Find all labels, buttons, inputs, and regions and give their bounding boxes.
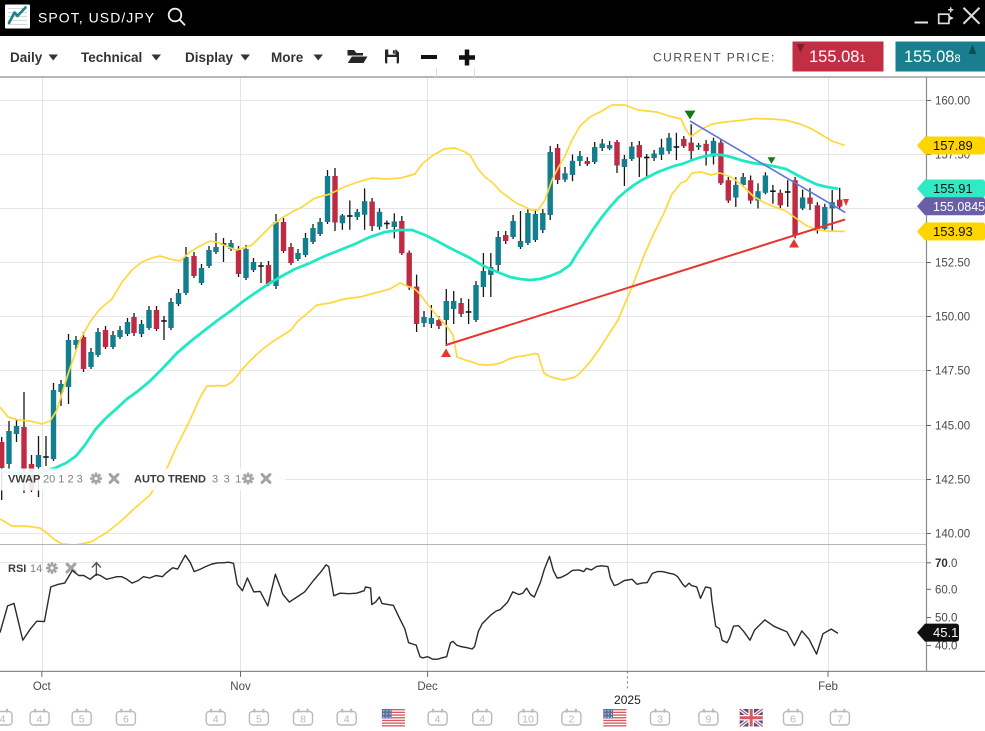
svg-text:SPOT, USD/JPY: SPOT, USD/JPY: [38, 10, 155, 26]
svg-text:14: 14: [30, 563, 42, 575]
svg-text:155.081: 155.081: [809, 48, 866, 66]
svg-text:4: 4: [435, 714, 441, 726]
svg-text:Technical: Technical: [81, 50, 142, 65]
svg-text:70.0: 70.0: [935, 558, 957, 570]
svg-text:160.00: 160.00: [935, 96, 970, 108]
svg-text:VWAP: VWAP: [8, 474, 40, 486]
svg-text:140.00: 140.00: [935, 529, 970, 541]
svg-text:5: 5: [256, 714, 262, 726]
svg-text:50.0: 50.0: [935, 613, 957, 625]
svg-text:Display: Display: [185, 50, 234, 65]
svg-text:4: 4: [37, 714, 43, 726]
svg-text:Feb: Feb: [818, 681, 838, 693]
svg-text:4: 4: [344, 714, 350, 726]
svg-text:4: 4: [213, 714, 219, 726]
svg-text:6: 6: [123, 714, 129, 726]
svg-text:157.89: 157.89: [933, 138, 973, 153]
svg-text:153.93: 153.93: [933, 224, 973, 239]
svg-text:More: More: [271, 50, 304, 65]
svg-text:8: 8: [300, 714, 306, 726]
svg-text:20 1 2 3: 20 1 2 3: [43, 474, 83, 486]
svg-text:RSI: RSI: [8, 563, 26, 575]
svg-text:2025: 2025: [614, 693, 641, 707]
svg-text:Nov: Nov: [230, 681, 251, 693]
svg-text:Dec: Dec: [417, 681, 438, 693]
svg-text:60.0: 60.0: [935, 584, 957, 596]
svg-text:155.088: 155.088: [904, 48, 961, 66]
svg-text:45.1: 45.1: [933, 625, 958, 640]
svg-text:7: 7: [837, 714, 843, 726]
svg-text:152.50: 152.50: [935, 258, 970, 270]
svg-text:3: 3: [657, 714, 663, 726]
svg-text:155.0845: 155.0845: [933, 200, 985, 214]
svg-text:6: 6: [790, 714, 796, 726]
svg-text:40.0: 40.0: [935, 641, 957, 653]
svg-text:3 3 1: 3 3 1: [212, 474, 242, 486]
svg-text:4: 4: [0, 714, 6, 726]
svg-text:9: 9: [705, 714, 711, 726]
svg-text:AUTO TREND: AUTO TREND: [134, 474, 206, 486]
svg-text:147.50: 147.50: [935, 366, 970, 378]
svg-text:150.00: 150.00: [935, 312, 970, 324]
svg-text:155.91: 155.91: [933, 181, 973, 196]
svg-text:2: 2: [568, 714, 574, 726]
svg-text:4: 4: [479, 714, 485, 726]
svg-text:10: 10: [522, 714, 534, 726]
svg-text:CURRENT PRICE:: CURRENT PRICE:: [653, 51, 776, 65]
svg-text:142.50: 142.50: [935, 475, 970, 487]
svg-text:145.00: 145.00: [935, 421, 970, 433]
svg-text:5: 5: [79, 714, 85, 726]
svg-text:Oct: Oct: [33, 681, 52, 693]
svg-text:Daily: Daily: [10, 50, 43, 65]
